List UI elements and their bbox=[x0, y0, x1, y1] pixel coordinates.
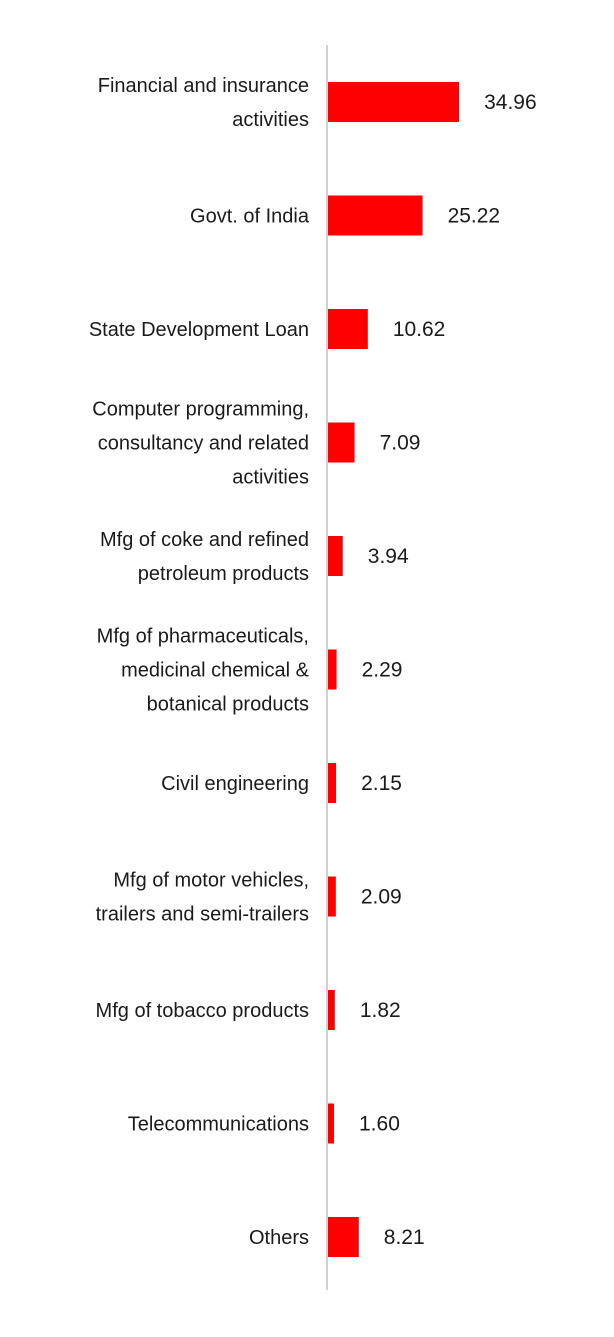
bar bbox=[328, 82, 460, 122]
value-label: 25.22 bbox=[448, 205, 501, 228]
bar bbox=[328, 649, 337, 690]
value-label: 8.21 bbox=[384, 1226, 425, 1249]
bar bbox=[328, 309, 368, 349]
bar bbox=[328, 763, 337, 803]
category-label: Computer programming, bbox=[92, 399, 309, 421]
category-label: activities bbox=[232, 109, 309, 131]
category-label: Mfg of motor vehicles, bbox=[113, 870, 309, 892]
value-label: 2.15 bbox=[361, 772, 402, 795]
value-labels-group: 34.96 25.22 10.62 7.09 3.94 2.29 2.15 2.09 1.82 1… bbox=[359, 91, 537, 1249]
bar bbox=[328, 195, 423, 236]
category-label: Civil engineering bbox=[161, 773, 309, 795]
bar bbox=[328, 876, 336, 917]
category-label: Govt. of India bbox=[190, 206, 310, 228]
value-label: 1.82 bbox=[360, 999, 401, 1022]
category-label: Mfg of pharmaceuticals, bbox=[97, 626, 309, 648]
value-label: 1.60 bbox=[359, 1113, 400, 1136]
bar bbox=[328, 1103, 334, 1144]
category-label: Mfg of tobacco products bbox=[96, 1000, 309, 1022]
bar bbox=[328, 990, 335, 1030]
category-labels-group: Financial and insurance activities Govt. o… bbox=[89, 75, 310, 1249]
category-label: Mfg of coke and refined bbox=[100, 529, 309, 551]
category-label: botanical products bbox=[147, 694, 309, 716]
value-label: 2.09 bbox=[361, 886, 402, 909]
value-label: 10.62 bbox=[393, 318, 446, 341]
category-label: Telecommunications bbox=[128, 1114, 309, 1136]
category-label: activities bbox=[232, 467, 309, 489]
category-label: consultancy and related bbox=[98, 433, 309, 455]
value-label: 7.09 bbox=[380, 432, 421, 455]
category-label: trailers and semi-trailers bbox=[96, 904, 309, 926]
category-label: petroleum products bbox=[138, 563, 309, 585]
value-label: 3.94 bbox=[368, 545, 409, 568]
bar bbox=[328, 422, 355, 463]
category-label: Others bbox=[249, 1227, 309, 1249]
category-label: medicinal chemical & bbox=[121, 660, 310, 682]
category-label: Financial and insurance bbox=[98, 75, 309, 97]
bar bbox=[328, 536, 343, 576]
bars-group bbox=[328, 82, 460, 1257]
bar bbox=[328, 1217, 359, 1257]
value-label: 2.29 bbox=[362, 659, 403, 682]
category-label: State Development Loan bbox=[89, 319, 309, 341]
value-label: 34.96 bbox=[484, 91, 537, 114]
